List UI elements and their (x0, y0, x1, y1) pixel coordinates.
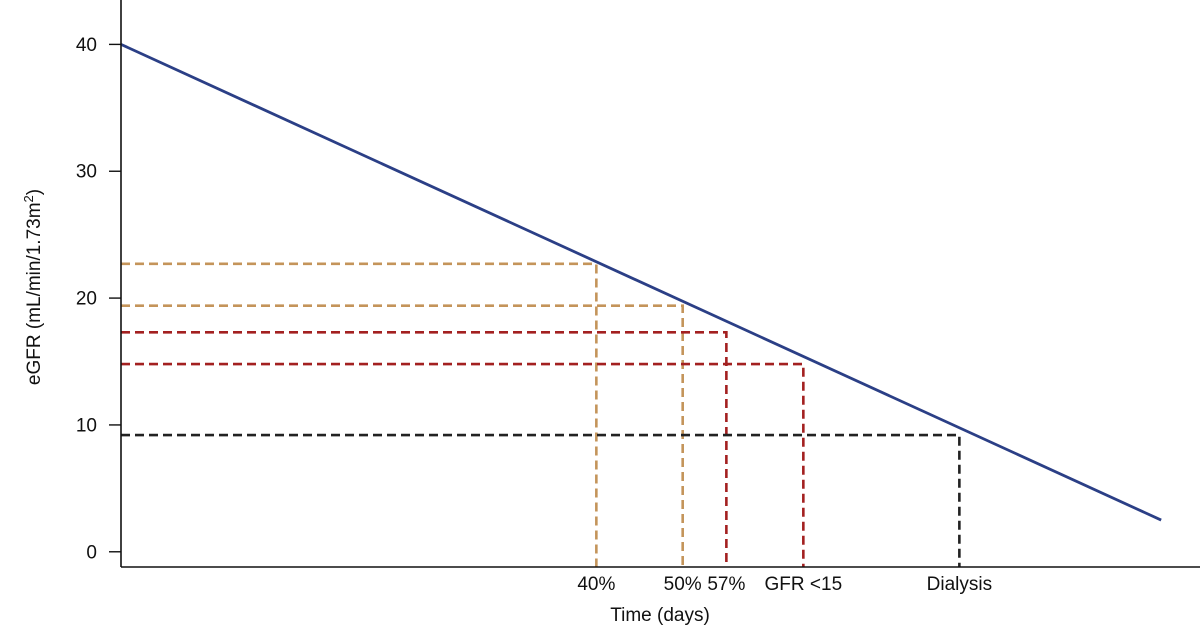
y-tick-label: 0 (86, 542, 97, 563)
threshold-line (121, 331, 728, 567)
threshold-label: Dialysis (927, 574, 992, 595)
axes (120, 0, 1200, 568)
y-tick-label: 30 (76, 162, 97, 183)
threshold-labels: 40% 50% 57% GFR <15 Dialysis (577, 574, 992, 595)
y-axis-title: eGFR (mL/min/1.73m2) (21, 189, 45, 385)
y-axis-title-sup: 2 (21, 195, 36, 202)
threshold-label: GFR <15 (765, 574, 843, 595)
series-layer (120, 43, 1162, 522)
threshold-line (121, 262, 598, 567)
threshold-label: 40% (577, 574, 615, 595)
y-tick-label: 10 (76, 415, 97, 436)
threshold-line (121, 304, 684, 567)
y-axis-title-end: ) (24, 189, 45, 195)
y-tick-label: 40 (76, 35, 97, 56)
x-axis-title: Time (days) (610, 605, 710, 626)
y-ticks: 0 10 20 30 40 (76, 35, 121, 563)
threshold-label: 57% (707, 574, 745, 595)
threshold-line (121, 433, 961, 567)
y-axis-title-main: eGFR (mL/min/1.73m (24, 202, 45, 385)
y-tick-label: 20 (76, 289, 97, 310)
threshold-line (121, 362, 805, 567)
egfr-decline-line (120, 43, 1162, 522)
threshold-label: 50% (664, 574, 702, 595)
threshold-lines (121, 262, 961, 567)
